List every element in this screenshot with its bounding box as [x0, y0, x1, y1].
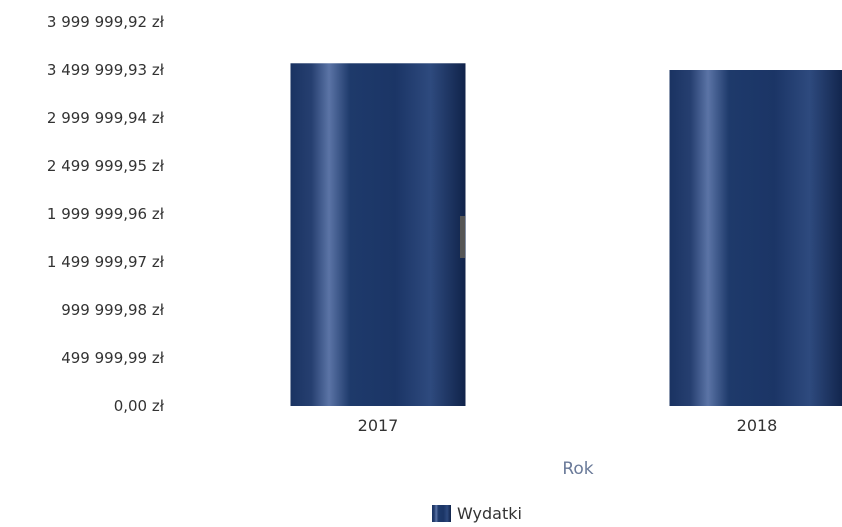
legend-label-wydatki: Wydatki	[457, 504, 522, 523]
y-tick-label: 999 999,98 zł	[61, 301, 165, 319]
legend: Wydatki	[432, 504, 522, 523]
x-axis: 2017 2018	[358, 416, 778, 435]
bars	[290, 63, 842, 406]
x-axis-title: Rok	[562, 459, 593, 479]
x-tick-label-2017: 2017	[358, 416, 399, 435]
y-tick-label: 3 499 999,93 zł	[47, 61, 165, 79]
y-tick-label: 0,00 zł	[114, 397, 165, 415]
legend-swatch-wydatki	[432, 505, 451, 522]
y-tick-label: 1 499 999,97 zł	[47, 253, 165, 271]
y-tick-label: 3 999 999,92 zł	[47, 13, 165, 31]
y-tick-label: 2 999 999,94 zł	[47, 109, 165, 127]
y-axis: 0,00 zł 499 999,99 zł 999 999,98 zł 1 499 9…	[47, 13, 165, 415]
x-tick-label-2018: 2018	[737, 416, 778, 435]
y-tick-label: 1 999 999,96 zł	[47, 205, 165, 223]
bar-2018[interactable]	[669, 69, 842, 406]
y-tick-label: 499 999,99 zł	[61, 349, 165, 367]
scroll-handle[interactable]	[460, 216, 465, 258]
bar-2017[interactable]	[290, 63, 466, 406]
y-tick-label: 2 499 999,95 zł	[47, 157, 165, 175]
